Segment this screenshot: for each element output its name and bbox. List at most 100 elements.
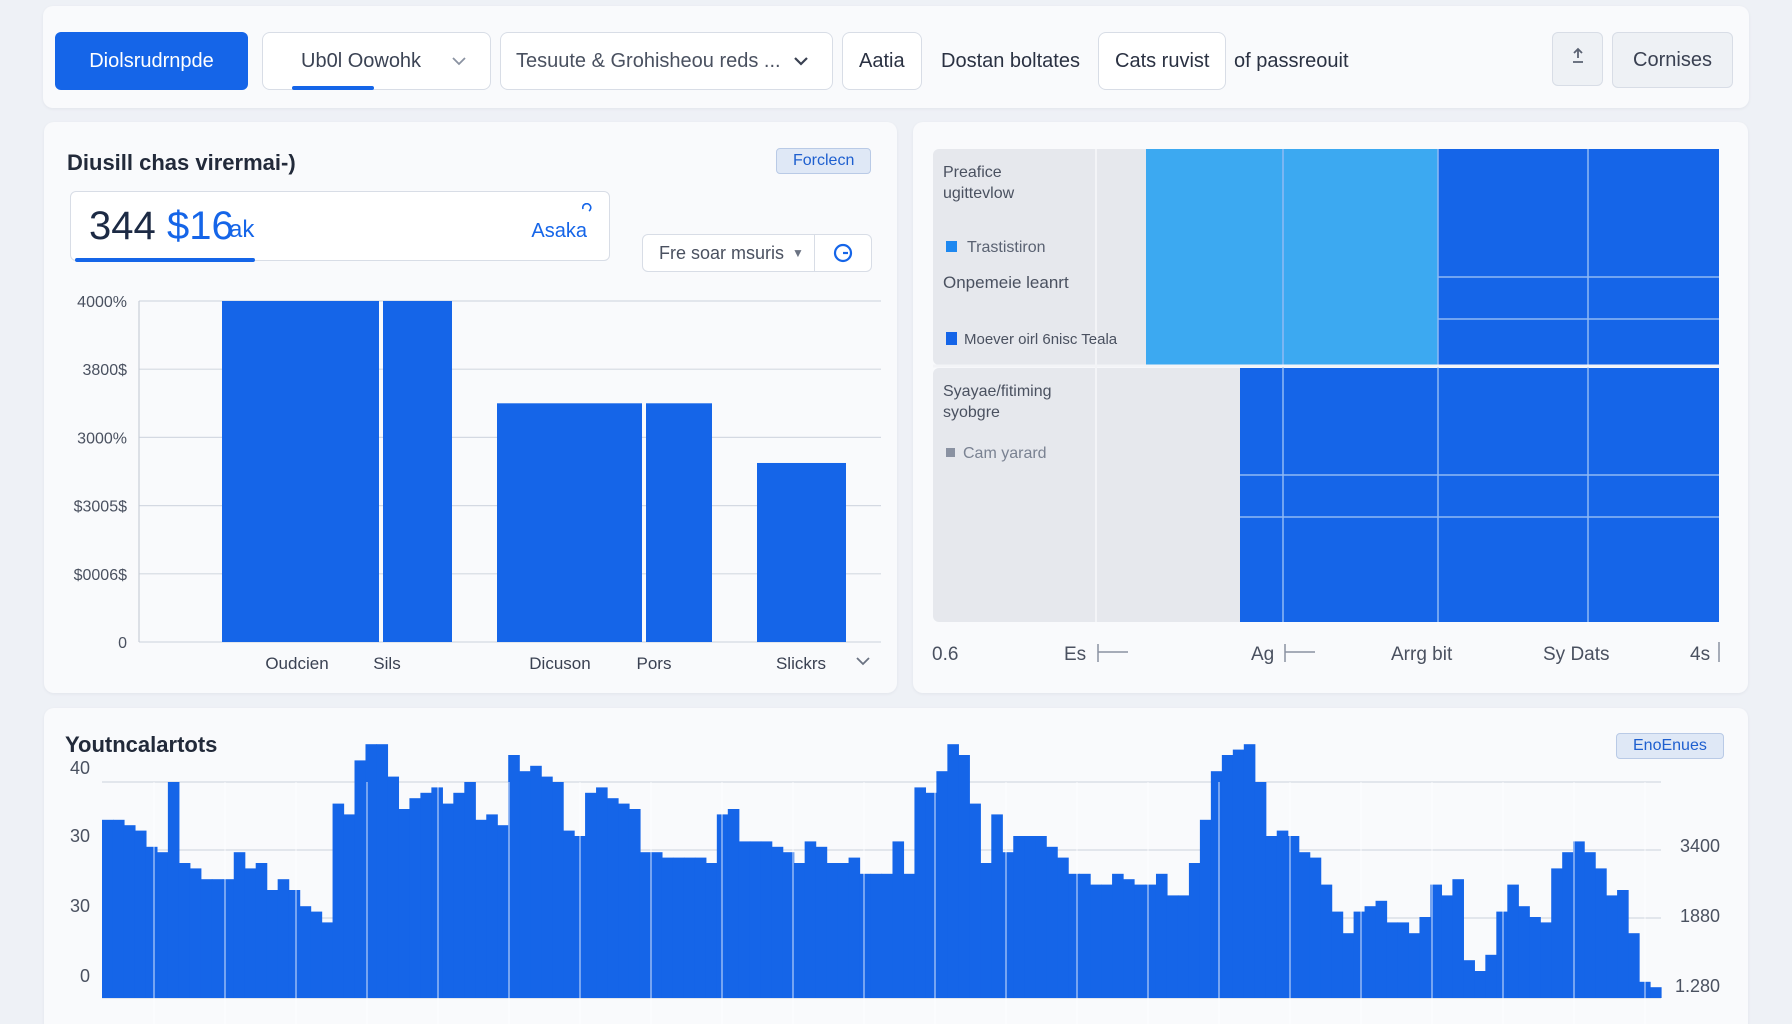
- histogram-bar: [1375, 900, 1388, 998]
- histogram-bar: [1496, 911, 1508, 998]
- upload-button[interactable]: [1552, 32, 1603, 86]
- tag-badge[interactable]: EnoEnues: [1616, 733, 1724, 759]
- histogram-bar: [749, 841, 762, 998]
- refresh-mini-icon: [581, 200, 593, 212]
- histogram-bar: [1628, 933, 1640, 998]
- tab-dostan[interactable]: Dostan boltates: [941, 49, 1080, 72]
- legend-top-subtitle: ugittevlow: [943, 185, 1015, 202]
- histogram-bar: [332, 803, 345, 998]
- bar-oudcien[interactable]: [222, 301, 379, 642]
- histogram-bar: [277, 879, 290, 998]
- histogram-bar: [881, 873, 894, 998]
- legend-item-2: Moever oirl 6nisc Teala: [964, 331, 1118, 348]
- histogram-bar: [1254, 782, 1267, 998]
- histogram-bar: [1320, 884, 1333, 998]
- bar-slickrs[interactable]: [757, 462, 846, 642]
- bar-pors[interactable]: [646, 403, 712, 642]
- histogram-bar: [178, 863, 191, 998]
- treemap-block-dark-top[interactable]: [1438, 149, 1719, 365]
- histogram-bar: [1419, 917, 1432, 998]
- card-title: Diusill chas virermai-): [67, 150, 296, 175]
- bar-dicuson[interactable]: [497, 403, 642, 642]
- tab-cats[interactable]: Cats ruvist: [1098, 32, 1227, 90]
- histogram-bar: [1595, 868, 1607, 998]
- x-tick-label: Slickrs: [776, 654, 826, 673]
- stat-progress-bar: [75, 258, 255, 262]
- histogram-bar: [343, 814, 356, 998]
- histogram-bar: [255, 863, 268, 998]
- histogram-bar: [859, 873, 872, 998]
- histogram-bar: [958, 755, 970, 998]
- histogram-bar: [936, 771, 948, 998]
- histogram-bar: [1342, 933, 1355, 998]
- tag-badge[interactable]: Forclecn: [776, 148, 872, 174]
- category-select-label: Tesuute & Grohisheou reds ...: [516, 49, 781, 72]
- y-tick-label: 4000%: [77, 294, 127, 311]
- legend-item-1: Trastistiron: [967, 239, 1046, 256]
- histogram-bar: [321, 922, 334, 998]
- chevron-down-icon[interactable]: [856, 657, 870, 666]
- x-label-1: 0.6: [932, 644, 958, 665]
- view-select[interactable]: Ub0l Oowohk: [262, 32, 491, 90]
- histogram-bar: [1540, 922, 1552, 998]
- card-title: Youtncalartots: [65, 732, 218, 757]
- histogram-bar: [1463, 960, 1475, 998]
- x-tick-label: Oudcien: [265, 654, 328, 673]
- histogram-bar: [1408, 933, 1421, 998]
- histogram-bar: [464, 782, 476, 998]
- histogram-bar: [628, 809, 641, 998]
- histogram-bar: [299, 906, 312, 998]
- legend-item-3: Cam yarard: [963, 445, 1047, 462]
- histogram-bar: [1309, 857, 1322, 998]
- histogram-bar: [200, 879, 213, 998]
- histogram-bar: [1035, 836, 1047, 998]
- secondary-button[interactable]: Cornises: [1612, 32, 1733, 88]
- histogram-bar: [1243, 744, 1256, 998]
- histogram-bar: [288, 890, 301, 998]
- histogram-bar: [266, 890, 279, 998]
- refresh-button[interactable]: [814, 234, 872, 272]
- histogram-bar: [1518, 906, 1530, 998]
- treemap-block-dark-bottom[interactable]: [1240, 368, 1719, 622]
- view-select-label: Ub0l Oowohk: [301, 49, 422, 72]
- histogram-bar: [508, 755, 520, 998]
- histogram-bar: [1485, 954, 1497, 998]
- histogram-bar: [156, 852, 169, 998]
- histogram-card: Youtncalartots EnoEnues 0 30 30 40 1.280 1880…: [44, 708, 1748, 1024]
- histogram-bar: [607, 798, 619, 998]
- legend-swatch-2: [946, 332, 957, 345]
- stat-number: 344: [89, 204, 156, 248]
- x-tick-label: Pors: [637, 654, 672, 673]
- histogram-bar: [211, 879, 224, 998]
- filter-dropdown[interactable]: Fre soar msuris ▼: [642, 234, 815, 272]
- histogram-bar: [1617, 890, 1629, 998]
- legend-swatch-3: [946, 448, 955, 457]
- histogram-bar: [112, 819, 125, 998]
- histogram-bar: [1112, 873, 1124, 998]
- histogram-bar: [145, 846, 158, 998]
- tab-passreouit[interactable]: of passreouit: [1234, 49, 1349, 72]
- x-label-2: Es: [1064, 644, 1086, 665]
- histogram-bar: [1002, 852, 1014, 998]
- y-tick-label: 30: [70, 896, 90, 916]
- treemap-block-light[interactable]: [1146, 149, 1438, 365]
- histogram-bar: [804, 841, 817, 998]
- histogram-bar: [354, 760, 367, 998]
- histogram-bar: [1331, 911, 1344, 998]
- histogram-bar: [1529, 917, 1541, 998]
- primary-button[interactable]: Diolsrudrnpde: [55, 32, 248, 90]
- histogram-bar: [1606, 895, 1618, 998]
- histogram-bar: [134, 830, 147, 998]
- bar-sils[interactable]: [383, 301, 452, 642]
- top-toolbar: Diolsrudrnpde Ub0l Oowohk Tesuute & Groh…: [43, 6, 1749, 108]
- caret-down-icon: ▼: [792, 246, 804, 260]
- histogram-bar: [1210, 771, 1223, 998]
- tab-aatia[interactable]: Aatia: [842, 32, 922, 90]
- histogram-bar: [925, 792, 937, 998]
- category-select[interactable]: Tesuute & Grohisheou reds ...: [500, 32, 833, 90]
- histogram-bar: [1134, 884, 1146, 998]
- histogram-bar: [760, 841, 773, 998]
- histogram-bar: [102, 819, 114, 998]
- histogram-bar: [1232, 749, 1245, 998]
- histogram-bar: [1013, 836, 1025, 998]
